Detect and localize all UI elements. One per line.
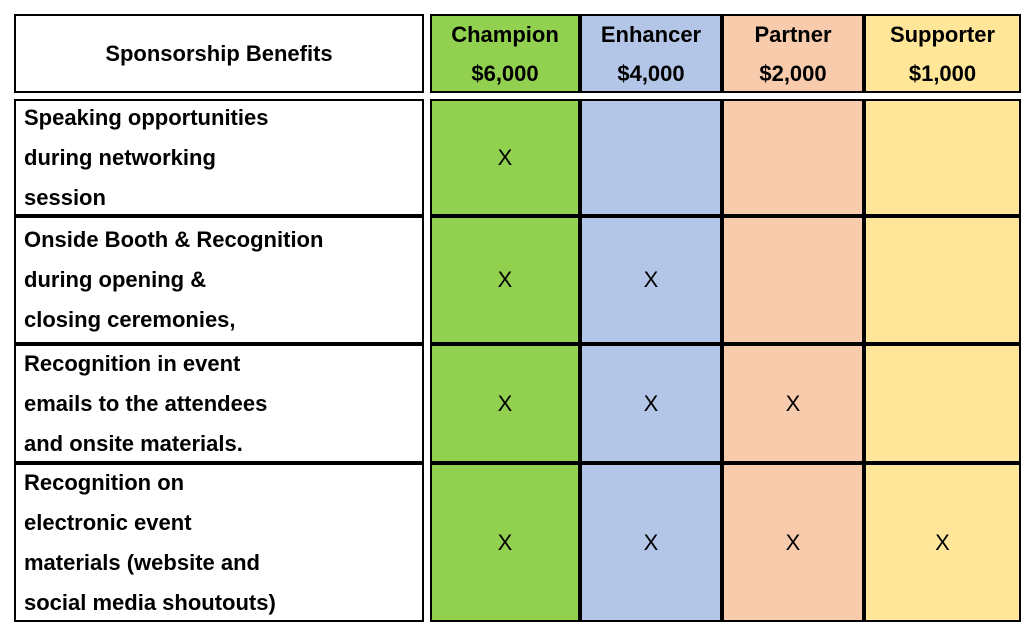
tier-cell: X <box>864 463 1021 622</box>
tier-header: Supporter $1,000 <box>864 14 1021 93</box>
included-mark: X <box>497 144 513 170</box>
benefit-cell: Recognition in event emails to the attend… <box>14 344 424 463</box>
tier-header: Champion $6,000 <box>430 14 580 93</box>
tier-cell: X <box>580 216 722 344</box>
benefit-line: Onside Booth & Recognition <box>24 227 324 252</box>
tier-cell <box>864 344 1021 463</box>
benefit-line: and onsite materials. <box>24 430 243 456</box>
tier-cell: X <box>430 216 580 344</box>
tier-name: Enhancer <box>600 21 702 47</box>
benefit-line: Recognition in event <box>24 350 241 376</box>
benefit-line: closing ceremonies, <box>24 307 236 332</box>
tier-cell: X <box>580 344 722 463</box>
tier-header: Partner $2,000 <box>722 14 864 93</box>
tier-price: $1,000 <box>908 60 977 86</box>
included-mark: X <box>785 529 801 555</box>
tier-cell <box>722 99 864 216</box>
included-mark: X <box>785 390 801 416</box>
tier-price: $2,000 <box>759 60 827 86</box>
benefit-cell: Recognition on electronic event materials … <box>14 463 424 622</box>
tier-name: Champion <box>451 21 559 47</box>
tier-cell <box>864 99 1021 216</box>
benefit-line: electronic event <box>24 509 192 535</box>
tier-cell <box>864 216 1021 344</box>
benefit-line: during networking <box>24 144 216 170</box>
tier-cell <box>580 99 722 216</box>
tier-price: $4,000 <box>617 60 685 86</box>
header-cell: Sponsorship Benefits <box>14 14 424 93</box>
tier-cell: X <box>722 344 864 463</box>
tier-cell: X <box>430 463 580 622</box>
included-mark: X <box>497 267 513 292</box>
benefit-line: session <box>24 184 106 210</box>
tier-cell: X <box>580 463 722 622</box>
included-mark: X <box>643 529 659 555</box>
tier-header: Enhancer $4,000 <box>580 14 722 93</box>
benefit-line: materials (website and <box>24 549 260 575</box>
included-mark: X <box>643 390 659 416</box>
benefit-line: Speaking opportunities <box>24 104 269 130</box>
tier-name: Partner <box>754 21 832 47</box>
benefit-cell: Onside Booth & Recognition during opening… <box>14 216 424 344</box>
tier-cell <box>722 216 864 344</box>
tier-cell: X <box>430 99 580 216</box>
tier-price: $6,000 <box>471 60 539 86</box>
included-mark: X <box>497 390 513 416</box>
included-mark: X <box>497 529 513 555</box>
tier-cell: X <box>722 463 864 622</box>
tier-cell: X <box>430 344 580 463</box>
included-mark: X <box>643 267 659 292</box>
included-mark: X <box>935 529 950 555</box>
benefit-line: emails to the attendees <box>24 390 268 416</box>
benefit-line: during opening & <box>24 267 207 292</box>
tier-name: Supporter <box>889 21 996 47</box>
benefit-line: social media shoutouts) <box>24 589 276 615</box>
header-text: Sponsorship Benefits <box>105 41 333 66</box>
benefit-cell: Speaking opportunities during networking s… <box>14 99 424 216</box>
benefit-line: Recognition on <box>24 469 185 495</box>
